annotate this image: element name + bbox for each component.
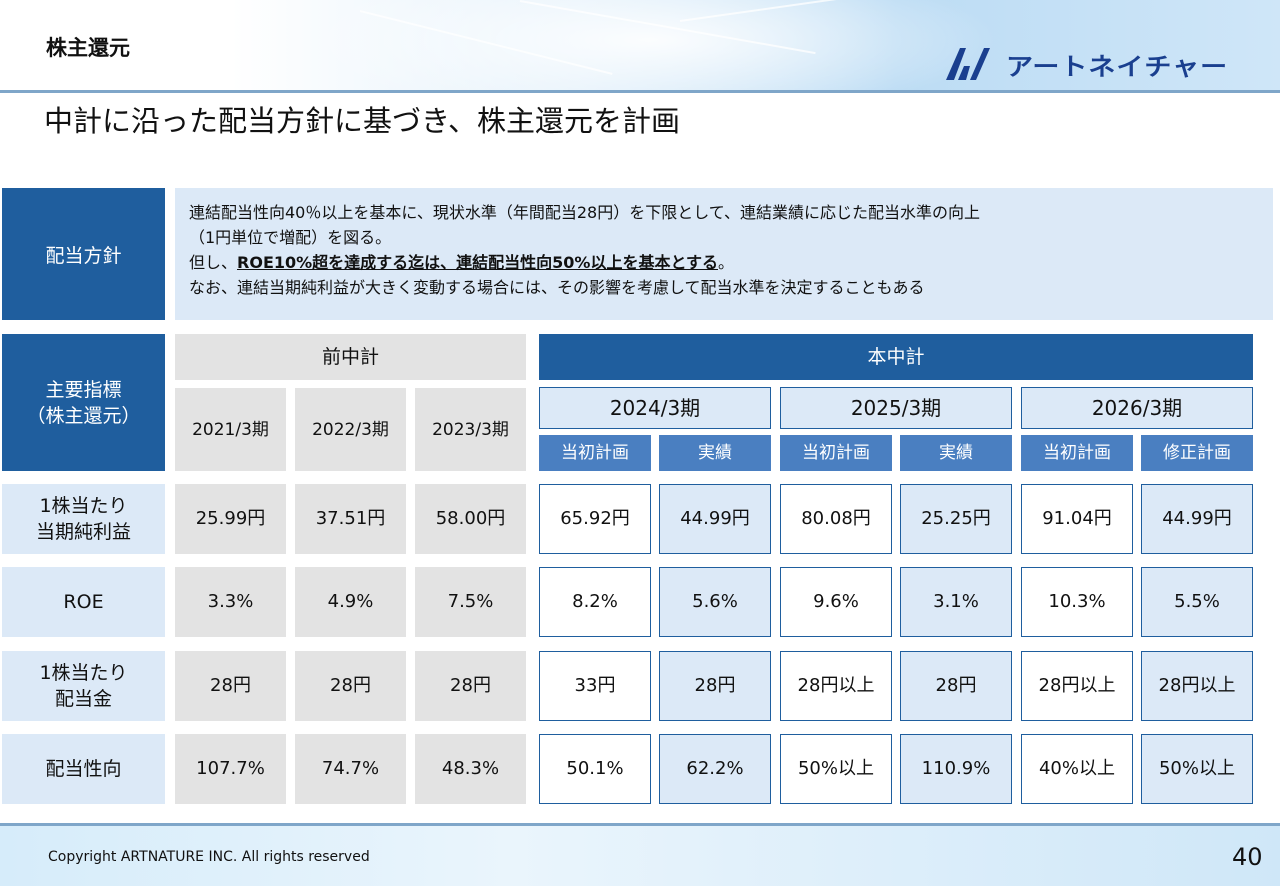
policy-line-2: （1円単位で増配）を図る。	[189, 228, 392, 247]
row-label: 配当性向	[2, 734, 165, 804]
copyright-notice: Copyright ARTNATURE INC. All rights rese…	[48, 849, 370, 865]
row-label: 1株当たり 当期純利益	[2, 484, 165, 554]
table-cell: 65.92円	[539, 484, 651, 554]
table-cell: 8.2%	[539, 567, 651, 637]
sub-header: 修正計画	[1141, 435, 1253, 471]
table-cell: 28円	[900, 651, 1012, 721]
logo-text: アートネイチャー	[1006, 52, 1229, 81]
table-cell: 10.3%	[1021, 567, 1133, 637]
table-cell: 62.2%	[659, 734, 771, 804]
section-title: 株主還元	[46, 36, 130, 60]
table-cell: 44.99円	[659, 484, 771, 554]
table-cell: 40%以上	[1021, 734, 1133, 804]
table-cell: 28円	[175, 651, 286, 721]
table-cell: 110.9%	[900, 734, 1012, 804]
policy-line-1: 連結配当性向40％以上を基本に、現状水準（年間配当28円）を下限として、連結業績…	[189, 203, 980, 222]
table-cell: 28円	[659, 651, 771, 721]
row-label: 1株当たり 配当金	[2, 651, 165, 721]
table-cell: 3.1%	[900, 567, 1012, 637]
table-cell: 28円以上	[1021, 651, 1133, 721]
table-cell: 25.25円	[900, 484, 1012, 554]
table-cell: 28円以上	[780, 651, 892, 721]
table-cell: 50.1%	[539, 734, 651, 804]
table-cell: 50%以上	[1141, 734, 1253, 804]
policy-label: 配当方針	[2, 188, 165, 320]
table-cell: 28円以上	[1141, 651, 1253, 721]
policy-line-3: 但し、ROE10%超を達成する迄は、連結配当性向50%以上を基本とする。	[189, 253, 734, 272]
sub-header: 当初計画	[1021, 435, 1133, 471]
footer-band	[0, 826, 1280, 886]
header-band	[0, 0, 1280, 92]
table-cell: 9.6%	[780, 567, 892, 637]
table-cell: 5.6%	[659, 567, 771, 637]
table-cell: 50%以上	[780, 734, 892, 804]
policy-line-4: なお、連結当期純利益が大きく変動する場合には、その影響を考慮して配当水準を決定す…	[189, 278, 925, 297]
table-cell: 3.3%	[175, 567, 286, 637]
table-cell: 58.00円	[415, 484, 526, 554]
table-cell: 44.99円	[1141, 484, 1253, 554]
page-number: 40	[1232, 843, 1263, 871]
table-cell: 4.9%	[295, 567, 406, 637]
prev-year-header: 2023/3期	[415, 388, 526, 471]
current-year-header: 2026/3期	[1021, 387, 1253, 429]
table-cell: 33円	[539, 651, 651, 721]
table-cell: 48.3%	[415, 734, 526, 804]
table-cell: 80.08円	[780, 484, 892, 554]
prev-year-header: 2022/3期	[295, 388, 406, 471]
row-label: ROE	[2, 567, 165, 637]
table-cell: 5.5%	[1141, 567, 1253, 637]
table-cell: 25.99円	[175, 484, 286, 554]
table-cell: 28円	[295, 651, 406, 721]
table-cell: 7.5%	[415, 567, 526, 637]
sub-header: 実績	[659, 435, 771, 471]
table-cell: 74.7%	[295, 734, 406, 804]
table-cell: 37.51円	[295, 484, 406, 554]
logo-mark-icon	[946, 48, 990, 80]
sub-header: 当初計画	[539, 435, 651, 471]
page-headline: 中計に沿った配当方針に基づき、株主還元を計画	[44, 104, 680, 138]
sub-header: 当初計画	[780, 435, 892, 471]
table-corner-label: 主要指標 （株主還元）	[2, 334, 165, 471]
policy-emphasis: ROE10%超を達成する迄は、連結配当性向50%以上を基本とする	[237, 253, 718, 272]
company-logo: アートネイチャー	[944, 44, 1228, 84]
table-cell: 107.7%	[175, 734, 286, 804]
header-divider	[0, 90, 1280, 93]
sub-header: 実績	[900, 435, 1012, 471]
group-header-current: 本中計	[539, 334, 1253, 380]
table-cell: 91.04円	[1021, 484, 1133, 554]
prev-year-header: 2021/3期	[175, 388, 286, 471]
current-year-header: 2024/3期	[539, 387, 771, 429]
policy-text: 連結配当性向40％以上を基本に、現状水準（年間配当28円）を下限として、連結業績…	[175, 188, 1273, 320]
table-cell: 28円	[415, 651, 526, 721]
footer-divider	[0, 823, 1280, 826]
group-header-prev: 前中計	[175, 334, 526, 380]
current-year-header: 2025/3期	[780, 387, 1012, 429]
